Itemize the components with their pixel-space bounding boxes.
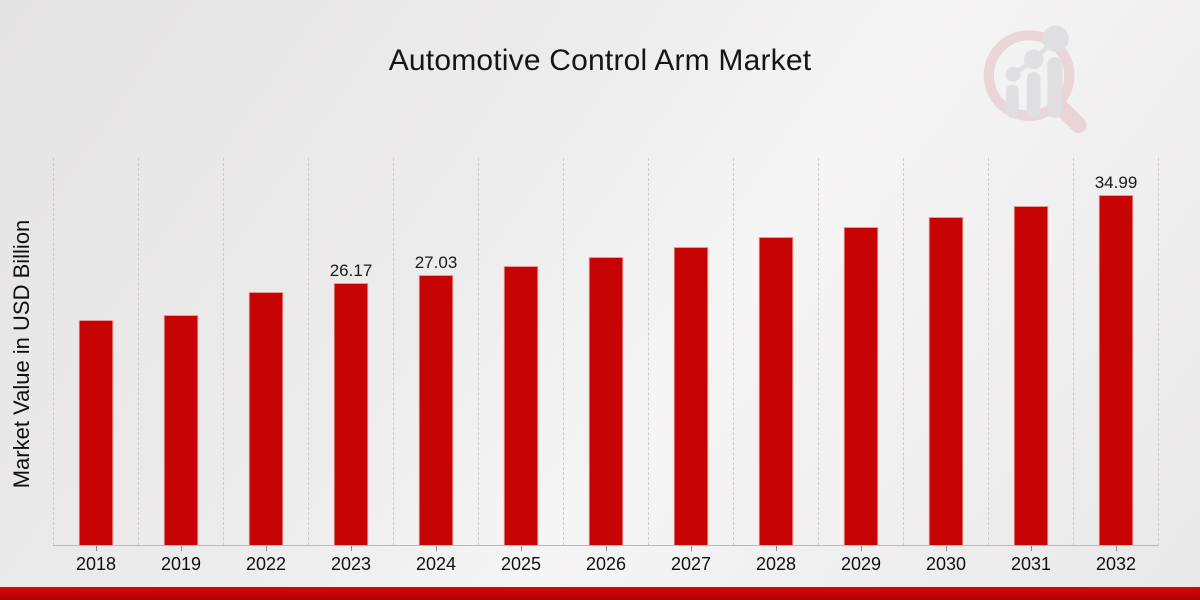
bar [843, 227, 879, 545]
bar-slot: 2026 [563, 158, 648, 574]
bar-slot: 2022 [223, 158, 308, 574]
x-tick-label: 2024 [415, 554, 457, 574]
x-tick-label: 2031 [1010, 554, 1052, 574]
bar-slot: 34.99 2032 [1073, 158, 1158, 574]
bar-slot: 2019 [138, 158, 223, 574]
x-axis-tick [861, 546, 862, 551]
plot-area: 2018 2019 2022 26.17 2023 27.03 2024 [53, 158, 1159, 574]
bar-slot: 27.03 2024 [393, 158, 478, 574]
bar [503, 265, 539, 545]
x-axis-tick [436, 546, 437, 551]
x-axis-tick [181, 546, 182, 551]
bar-value-label: 34.99 [1094, 173, 1138, 193]
y-axis-label: Market Value in USD Billion [9, 219, 34, 489]
bar [1013, 206, 1049, 545]
bottom-accent-band [0, 587, 1200, 600]
bar-slot: 2027 [648, 158, 733, 574]
bar-slot: 26.17 2023 [308, 158, 393, 574]
x-tick-label: 2023 [330, 554, 372, 574]
x-axis-tick [96, 546, 97, 551]
x-tick-label: 2019 [160, 554, 202, 574]
bar [78, 319, 114, 545]
x-tick-label: 2029 [840, 554, 882, 574]
bar-slot: 2029 [818, 158, 903, 574]
bar-slot: 2018 [53, 158, 138, 574]
bar [758, 237, 794, 545]
bar [248, 291, 284, 545]
bar-slot: 2025 [478, 158, 563, 574]
x-tick-label: 2030 [925, 554, 967, 574]
chart-title: Automotive Control Arm Market [388, 44, 812, 77]
bar [588, 256, 624, 545]
bar [163, 314, 199, 545]
bar: 26.17 [330, 261, 372, 545]
bar: 27.03 [415, 253, 457, 545]
bar [928, 216, 964, 545]
bar-slot: 2028 [733, 158, 818, 574]
x-axis-tick [351, 546, 352, 551]
x-tick-label: 2018 [75, 554, 117, 574]
bar-slot: 2031 [988, 158, 1073, 574]
x-tick-label: 2028 [755, 554, 797, 574]
x-axis-tick [1116, 546, 1117, 551]
bar [673, 247, 709, 545]
x-tick-label: 2026 [585, 554, 627, 574]
x-axis-tick [691, 546, 692, 551]
bar-value-label: 26.17 [329, 261, 373, 281]
x-axis-tick [606, 546, 607, 551]
bar-slot: 2030 [903, 158, 988, 574]
magnifier-bar-chart-watermark-icon [983, 25, 1087, 133]
x-tick-label: 2032 [1095, 554, 1137, 574]
x-axis-tick [946, 546, 947, 551]
x-tick-label: 2027 [670, 554, 712, 574]
bar: 34.99 [1095, 173, 1137, 545]
bar-value-label: 27.03 [414, 252, 458, 272]
x-axis-tick [266, 546, 267, 551]
x-axis-tick [1031, 546, 1032, 551]
x-axis-tick [521, 546, 522, 551]
x-tick-label: 2025 [500, 554, 542, 574]
x-tick-label: 2022 [245, 554, 287, 574]
x-axis-tick [776, 546, 777, 551]
